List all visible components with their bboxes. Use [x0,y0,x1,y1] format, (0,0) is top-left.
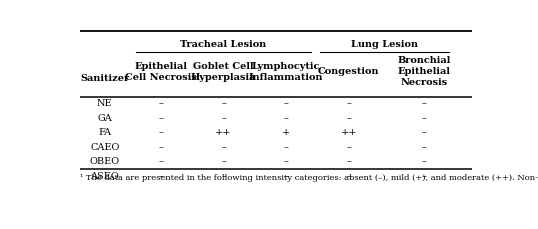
Text: –: – [421,99,426,108]
Text: –: – [221,99,226,108]
Text: –: – [346,157,351,166]
Text: Bronchial
Epithelial
Necrosis: Bronchial Epithelial Necrosis [397,56,450,87]
Text: –: – [159,113,164,122]
Text: FA: FA [98,128,111,137]
Text: –: – [284,171,288,180]
Text: +: + [282,128,291,137]
Text: –: – [421,128,426,137]
Text: –: – [346,113,351,122]
Text: ASEO: ASEO [90,171,119,180]
Text: –: – [221,157,226,166]
Text: Tracheal Lesion: Tracheal Lesion [180,40,267,49]
Text: Epithelial
Cell Necrosis: Epithelial Cell Necrosis [125,62,197,82]
Text: –: – [421,142,426,151]
Text: GA: GA [97,113,112,122]
Text: ++: ++ [341,128,357,137]
Text: Lymphocytic
Inflammation: Lymphocytic Inflammation [249,62,323,82]
Text: Congestion: Congestion [318,67,379,76]
Text: –: – [284,99,288,108]
Text: OBEO: OBEO [90,157,120,166]
Text: ++: ++ [215,128,232,137]
Text: CAEO: CAEO [90,142,119,151]
Text: Sanitizer: Sanitizer [80,74,129,83]
Text: –: – [221,142,226,151]
Text: Lung Lesion: Lung Lesion [351,40,417,49]
Text: NE: NE [97,99,112,108]
Text: –: – [159,157,164,166]
Text: –: – [159,142,164,151]
Text: –: – [346,171,351,180]
Text: ¹ The data are presented in the following intensity categories: absent (–), mild: ¹ The data are presented in the followin… [80,173,538,181]
Text: –: – [284,157,288,166]
Text: –: – [221,171,226,180]
Text: –: – [159,99,164,108]
Text: –: – [346,142,351,151]
Text: –: – [159,128,164,137]
Text: –: – [421,157,426,166]
Text: –: – [221,113,226,122]
Text: Goblet Cell
Hyperplasia: Goblet Cell Hyperplasia [191,62,256,82]
Text: –: – [284,142,288,151]
Text: –: – [421,171,426,180]
Text: –: – [346,99,351,108]
Text: –: – [421,113,426,122]
Text: –: – [159,171,164,180]
Text: –: – [284,113,288,122]
